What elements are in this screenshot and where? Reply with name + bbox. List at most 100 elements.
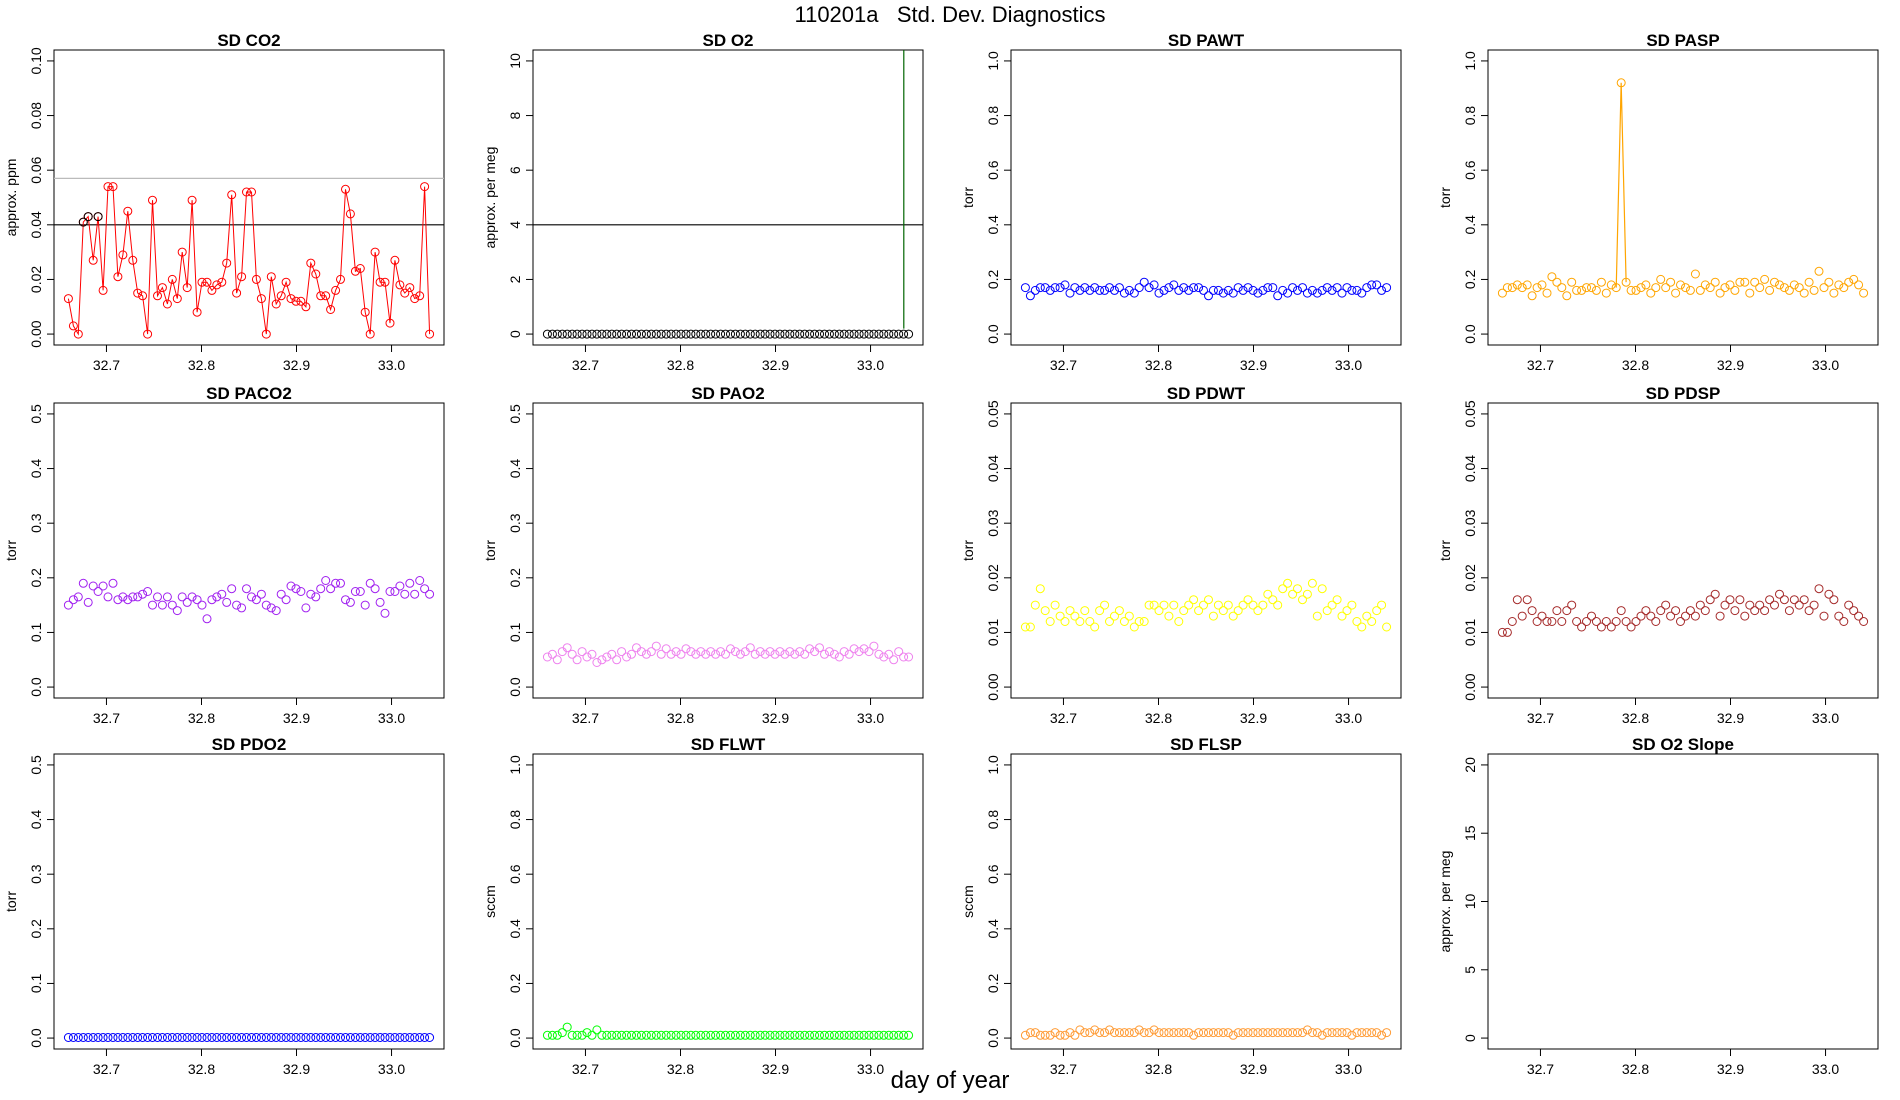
x-tick-label: 32.9	[1717, 357, 1744, 373]
data-point	[849, 644, 859, 654]
y-tick-label: 0.4	[28, 459, 44, 479]
plot-frame	[1010, 402, 1402, 699]
data-point	[671, 1030, 681, 1040]
data-point	[1204, 1028, 1213, 1038]
data-point	[336, 1033, 345, 1042]
x-tick-label: 32.8	[667, 357, 694, 373]
data-point	[1710, 589, 1720, 599]
data-point	[1725, 595, 1735, 605]
data-point	[1045, 617, 1055, 626]
x-tick-label: 32.7	[572, 710, 599, 726]
y-tick-label: 0.02	[28, 266, 44, 293]
data-point	[859, 1030, 869, 1040]
data-point	[1233, 283, 1243, 293]
panel-title: SD PDSP	[1646, 384, 1721, 403]
data-point	[1258, 285, 1268, 295]
data-point	[1601, 617, 1611, 626]
data-point	[1050, 1028, 1060, 1038]
data-point	[706, 647, 716, 657]
data-point	[1765, 285, 1775, 295]
data-point	[1804, 606, 1814, 616]
data-point	[400, 1033, 410, 1042]
data-point	[1601, 288, 1611, 298]
x-tick-label: 33.0	[1812, 357, 1839, 373]
data-point	[1750, 277, 1760, 287]
data-point	[824, 647, 834, 657]
panel-title: SD O2	[702, 31, 753, 50]
data-point	[760, 649, 770, 659]
data-point	[88, 255, 98, 265]
x-tick-label: 33.0	[378, 1061, 405, 1077]
data-point	[1278, 1028, 1288, 1038]
data-point	[98, 1033, 108, 1042]
y-tick-label: 0.4	[507, 459, 523, 479]
data-point	[1090, 622, 1100, 632]
data-point	[1591, 285, 1601, 295]
data-point	[375, 597, 385, 607]
data-point	[237, 1033, 247, 1042]
x-tick-label: 32.9	[283, 357, 310, 373]
data-point	[815, 329, 824, 339]
data-point	[1085, 617, 1095, 626]
data-point	[1100, 285, 1110, 295]
data-point	[1194, 283, 1204, 293]
data-point	[1666, 611, 1676, 621]
y-tick-label: 0.2	[507, 568, 523, 588]
data-point	[1070, 283, 1080, 293]
data-point	[63, 1033, 73, 1042]
data-point	[1283, 288, 1293, 298]
data-point	[1710, 277, 1720, 287]
y-tick-label: 0.4	[985, 215, 1001, 235]
data-point	[1228, 288, 1238, 298]
data-point	[390, 1033, 400, 1042]
data-point	[864, 647, 874, 657]
y-axis-label: sccm	[960, 885, 976, 918]
data-point	[197, 600, 207, 610]
data-point	[1342, 606, 1352, 616]
data-point	[1765, 595, 1775, 605]
panel-sd-flsp: SD FLSP sccm 0.0 0.2 0.4 0.6 0.8 1.0 32.7 32.8 32.…	[960, 735, 1402, 1077]
data-point	[582, 1028, 592, 1038]
data-point	[162, 299, 172, 309]
data-point	[296, 296, 306, 306]
data-point	[1327, 600, 1337, 610]
y-tick-label: 0.00	[1462, 673, 1478, 700]
data-point	[68, 1033, 78, 1042]
data-point	[587, 649, 597, 659]
data-point	[607, 649, 617, 659]
x-tick-label: 33.0	[1335, 357, 1362, 373]
y-axis-label: approx. ppm	[3, 159, 19, 237]
data-point	[1829, 288, 1839, 298]
data-point	[1090, 283, 1100, 293]
data-point	[1223, 1028, 1233, 1038]
data-point	[370, 584, 380, 594]
data-point	[1213, 600, 1223, 610]
data-point	[1611, 617, 1621, 626]
data-point	[1035, 584, 1045, 594]
data-point	[1671, 606, 1681, 616]
data-point	[1755, 600, 1765, 610]
data-point	[1342, 1028, 1352, 1038]
data-point	[1770, 600, 1779, 610]
y-tick-label: 0.8	[507, 810, 523, 830]
panel-title: SD PDO2	[212, 735, 287, 754]
data-point	[805, 1030, 815, 1040]
data-point	[242, 187, 251, 197]
data-point	[1129, 622, 1139, 632]
x-tick-label: 32.7	[1527, 357, 1554, 373]
data-point	[834, 329, 844, 339]
data-point	[1134, 1025, 1144, 1035]
data-point	[582, 329, 592, 339]
plot-frame	[1487, 402, 1879, 699]
data-point	[306, 589, 316, 599]
data-point	[355, 1033, 365, 1042]
data-point	[904, 652, 914, 662]
x-tick-label: 32.9	[1717, 710, 1744, 726]
data-point	[1824, 277, 1834, 287]
data-point	[1020, 622, 1030, 632]
data-point	[1859, 288, 1869, 298]
data-point	[261, 1033, 271, 1042]
data-point	[582, 652, 592, 662]
y-tick-label: 0.5	[507, 404, 523, 424]
